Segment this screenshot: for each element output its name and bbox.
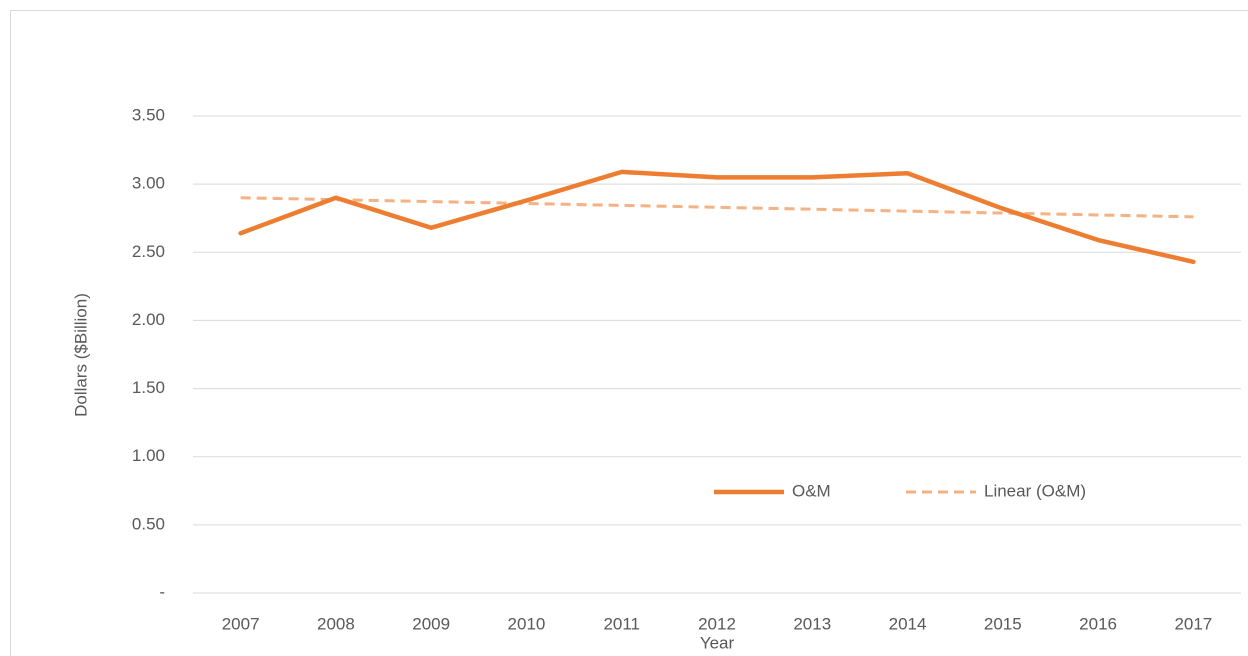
y-tick-label: 0.50 [132, 514, 165, 533]
x-tick-label: 2009 [412, 614, 450, 633]
x-tick-label: 2008 [317, 614, 355, 633]
x-tick-label: 2007 [222, 614, 260, 633]
x-tick-label: 2015 [984, 614, 1022, 633]
y-tick-label: 3.00 [132, 174, 165, 193]
legend-label: O&M [792, 481, 831, 500]
x-tick-label: 2013 [793, 614, 831, 633]
y-tick-label: 1.00 [132, 446, 165, 465]
x-axis-title: Year [700, 633, 735, 652]
x-tick-label: 2012 [698, 614, 736, 633]
legend-label: Linear (O&M) [984, 481, 1086, 500]
y-tick-label: 2.00 [132, 310, 165, 329]
y-tick-label: - [159, 582, 165, 601]
y-axis-title: Dollars ($Billion) [71, 293, 90, 417]
y-tick-label: 2.50 [132, 242, 165, 261]
series-line [238, 169, 1196, 265]
y-tick-label: 3.50 [132, 105, 165, 124]
y-tick-label: 1.50 [132, 378, 165, 397]
x-tick-label: 2014 [889, 614, 927, 633]
x-tick-label: 2017 [1174, 614, 1212, 633]
x-tick-label: 2010 [508, 614, 546, 633]
chart-frame [10, 10, 1248, 656]
x-tick-label: 2016 [1079, 614, 1117, 633]
x-tick-label: 2011 [603, 614, 640, 633]
